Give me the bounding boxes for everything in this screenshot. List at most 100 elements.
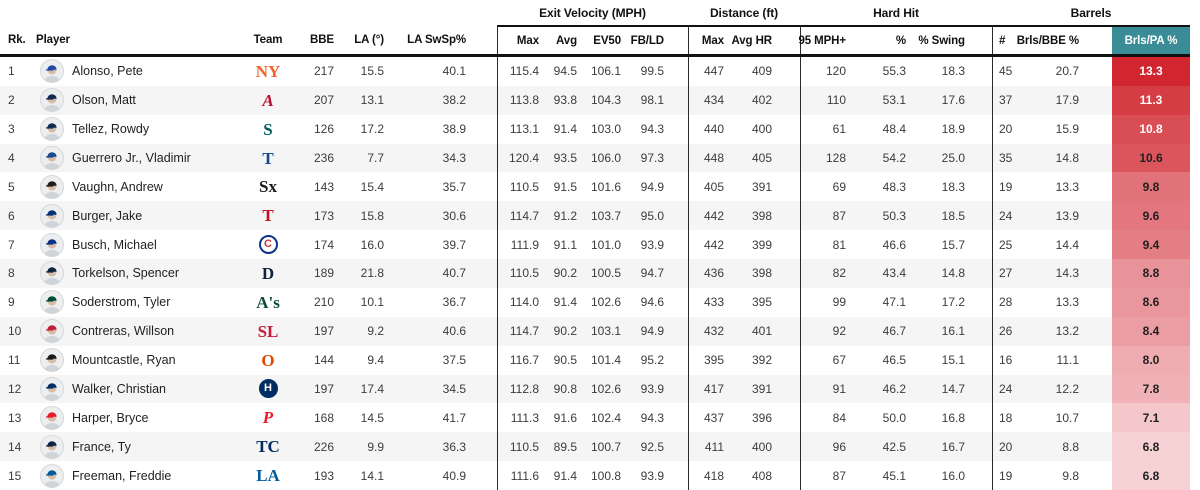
la-swsp-cell: 41.7 [442,410,466,425]
table-row: 10 Contreras, Willson SL 197 9.2 [0,316,1190,346]
player-name-link[interactable]: Burger, Jake [72,208,143,223]
col-header-team[interactable]: Team [253,33,283,46]
table-row: 13 Harper, Bryce P 168 14.5 [0,403,1190,433]
player-name-link[interactable]: Harper, Bryce [72,410,149,425]
brls-bbe-cell: 13.9 [1055,208,1079,223]
launch-angle-cell: 9.2 [367,324,384,339]
dist-max-cell: 447 [688,57,738,86]
avg-hr-cell: 400 [751,122,772,137]
player-name-link[interactable]: Guerrero Jr., Vladimir [72,151,191,166]
col-header-brls-pa[interactable]: Brls/PA % [1112,25,1190,54]
brls-bbe-cell: 14.4 [1055,237,1079,252]
team-logo: NY [250,57,286,86]
brls-pa-cell: 10.8 [1112,114,1190,144]
col-header-brls-bbe[interactable]: Brls/BBE % [1017,25,1112,54]
table-row: 3 Tellez, Rowdy S 126 17.2 [0,114,1190,144]
col-header-dist-max[interactable]: Max [688,25,738,54]
rank-cell: 15 [8,468,22,483]
swing-pct-cell: 14.7 [941,381,965,396]
team-logo: Sx [250,172,286,201]
team-logo-icon: LA [256,466,280,486]
95mph-cell: 99 [800,287,864,317]
bbe-cell: 143 [313,179,334,194]
player-name-link[interactable]: France, Ty [72,439,131,454]
team-logo: T [250,144,286,173]
brls-bbe-cell: 10.7 [1055,410,1079,425]
rank-cell: 4 [8,151,15,166]
col-header-bbe[interactable]: BBE [310,33,334,46]
col-header-swing-pct[interactable]: % Swing [918,25,992,54]
ev-avg-cell: 89.5 [553,439,577,454]
la-swsp-cell: 34.5 [442,381,466,396]
ev50-cell: 102.6 [590,381,621,396]
player-name-link[interactable]: Torkelson, Spencer [72,266,180,281]
bbe-cell: 144 [313,353,334,368]
col-header-launch-angle[interactable]: LA (°) [354,33,384,46]
95mph-cell: 84 [800,403,864,433]
brls-pa-cell: 8.0 [1112,345,1190,375]
player-name-link[interactable]: Busch, Michael [72,237,157,252]
ev-max-cell: 110.5 [497,432,541,462]
col-header-ev50[interactable]: EV50 [581,25,625,54]
ev-max-cell: 112.8 [497,374,541,404]
col-header-ev-max[interactable]: Max [497,25,541,54]
table-body: 1 Alonso, Pete NY 217 15.5 [0,57,1190,490]
player-name-link[interactable]: Alonso, Pete [72,64,143,79]
hardhit-pct-cell: 46.7 [882,324,906,339]
barrels-count-cell: 20 [992,432,1018,462]
95mph-cell: 61 [800,114,864,144]
hardhit-pct-cell: 46.5 [882,353,906,368]
ev-avg-cell: 91.5 [553,179,577,194]
player-headshot-icon [40,232,64,257]
col-header-95mph[interactable]: 95 MPH+ [798,25,864,54]
swing-pct-cell: 16.7 [941,439,965,454]
team-logo: TC [250,432,286,461]
player-name-link[interactable]: Freeman, Freddie [72,468,172,483]
col-header-fb-ld[interactable]: FB/LD [625,25,688,54]
col-header-avg-hr[interactable]: Avg HR [731,25,800,54]
swing-pct-cell: 17.6 [941,93,965,108]
ev-avg-cell: 91.4 [553,122,577,137]
col-header-barrels-count[interactable]: # [992,25,1018,54]
header-group-row: Exit Velocity (MPH) Distance (ft) Hard H… [0,0,1190,25]
brls-pa-cell: 10.6 [1112,143,1190,173]
player-headshot-icon [40,434,64,459]
table-row: 2 Olson, Matt A 207 13.1 3 [0,85,1190,115]
col-header-player[interactable]: Player [36,33,70,46]
launch-angle-cell: 14.1 [360,468,384,483]
launch-angle-cell: 10.1 [360,295,384,310]
col-header-la-swsp[interactable]: LA SwSp% [407,33,466,46]
team-logo-icon: T [262,148,274,168]
player-name-link[interactable]: Walker, Christian [72,381,167,396]
player-name-link[interactable]: Olson, Matt [72,93,136,108]
fb-ld-cell: 94.9 [640,324,664,339]
player-headshot-icon [40,174,64,199]
player-name-link[interactable]: Soderstrom, Tyler [72,295,171,310]
player-name-link[interactable]: Mountcastle, Ryan [72,353,176,368]
ev-max-cell: 113.1 [497,114,541,144]
95mph-cell: 110 [800,85,864,115]
launch-angle-cell: 15.5 [360,64,384,79]
col-header-ev-avg[interactable]: Avg [541,25,581,54]
rank-cell: 5 [8,179,15,194]
hardhit-pct-cell: 55.3 [882,64,906,79]
dist-max-cell: 432 [688,316,738,346]
95mph-cell: 87 [800,461,864,490]
rank-cell: 1 [8,64,15,79]
dist-max-cell: 442 [688,230,738,260]
player-avatar [34,57,70,86]
team-logo: C [250,230,286,259]
player-name-link[interactable]: Tellez, Rowdy [72,122,150,137]
player-headshot-icon [40,117,64,142]
bbe-cell: 236 [313,151,334,166]
team-logo: A [250,86,286,115]
la-swsp-cell: 38.2 [442,93,466,108]
swing-pct-cell: 17.2 [941,295,965,310]
player-name-link[interactable]: Vaughn, Andrew [72,179,163,194]
player-name-link[interactable]: Contreras, Willson [72,324,175,339]
bbe-cell: 168 [313,410,334,425]
col-header-rank[interactable]: Rk. [8,33,26,46]
dist-max-cell: 437 [688,403,738,433]
ev50-cell: 100.7 [590,439,621,454]
col-header-hardhit-pct[interactable]: % [864,25,924,54]
